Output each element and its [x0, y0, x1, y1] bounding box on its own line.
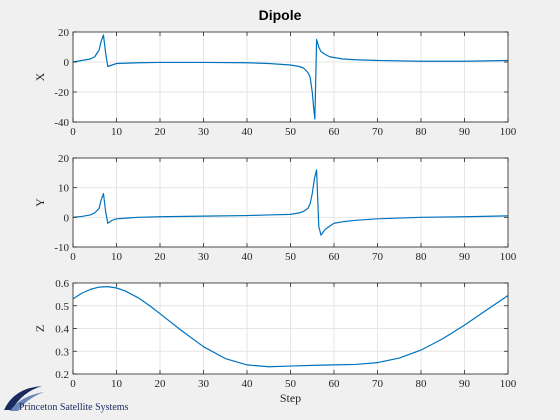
x-tick-label: 0 [70, 251, 76, 263]
x-tick-label: 100 [500, 126, 517, 138]
y-tick-label: -20 [54, 87, 69, 99]
x-tick-label: 80 [416, 126, 428, 138]
series-line [72, 34, 509, 120]
x-tick-label: 80 [416, 251, 428, 263]
x-tick-label: 90 [459, 126, 471, 138]
subplot-z: 0 10 20 30 40 50 60 70 80 90 100 0.2 0.3 0.4 0.5 0.6 Z St… [33, 278, 517, 405]
y-tick-label: 0.2 [55, 369, 69, 381]
x-tick-label: 50 [285, 251, 297, 263]
x-tick-label: 100 [500, 378, 517, 390]
x-tick-label: 40 [242, 251, 254, 263]
x-tick-label: 80 [416, 378, 428, 390]
y-tick-label: 10 [58, 183, 70, 195]
series-line [72, 286, 509, 368]
y-tick-label: 0.3 [55, 346, 69, 358]
y-axis-label: Y [33, 198, 47, 207]
x-tick-label: 10 [111, 126, 123, 138]
x-tick-label: 90 [459, 251, 471, 263]
x-tick-label: 30 [198, 251, 210, 263]
y-axis-label: X [33, 72, 47, 81]
x-tick-label: 60 [329, 251, 341, 263]
logo-swoosh-icon [4, 386, 44, 411]
x-tick-label: 70 [372, 251, 384, 263]
x-tick-label: 100 [500, 251, 517, 263]
x-tick-label: 20 [155, 251, 167, 263]
x-tick-label: 30 [198, 126, 210, 138]
x-tick-label: 40 [242, 126, 254, 138]
x-tick-label: 90 [459, 378, 471, 390]
x-tick-label: 0 [70, 378, 76, 390]
x-tick-label: 20 [155, 126, 167, 138]
y-tick-label: 0.6 [55, 278, 69, 290]
x-tick-label: 60 [329, 378, 341, 390]
y-tick-label: 20 [58, 27, 70, 39]
logo-text: Princeton Satellite Systems [19, 402, 129, 413]
x-tick-label: 10 [111, 378, 123, 390]
x-tick-label: 0 [70, 126, 76, 138]
y-tick-label: 0 [64, 57, 70, 69]
x-tick-label: 50 [285, 126, 297, 138]
y-tick-label: 20 [58, 153, 70, 165]
y-tick-label: 0.4 [55, 324, 69, 336]
x-tick-label: 70 [372, 378, 384, 390]
x-tick-label: 20 [155, 378, 167, 390]
x-tick-label: 40 [242, 378, 254, 390]
y-tick-label: 0 [64, 212, 70, 224]
x-tick-label: 50 [285, 378, 297, 390]
x-axis-label: Step [280, 391, 301, 405]
x-tick-label: 30 [198, 378, 210, 390]
y-axis-label: Z [33, 325, 47, 332]
x-tick-label: 10 [111, 251, 123, 263]
y-tick-label: -10 [54, 242, 69, 254]
subplot-x: 0 10 20 30 40 50 60 70 80 90 100 -40 -20 0 20 X [33, 27, 517, 138]
x-tick-label: 70 [372, 126, 384, 138]
psslogo: Princeton Satellite Systems [4, 386, 129, 413]
y-tick-label: 0.5 [55, 301, 69, 313]
y-tick-label: -40 [54, 117, 69, 129]
x-tick-label: 60 [329, 126, 341, 138]
series-line [72, 169, 509, 236]
chart-title: Dipole [259, 7, 302, 23]
